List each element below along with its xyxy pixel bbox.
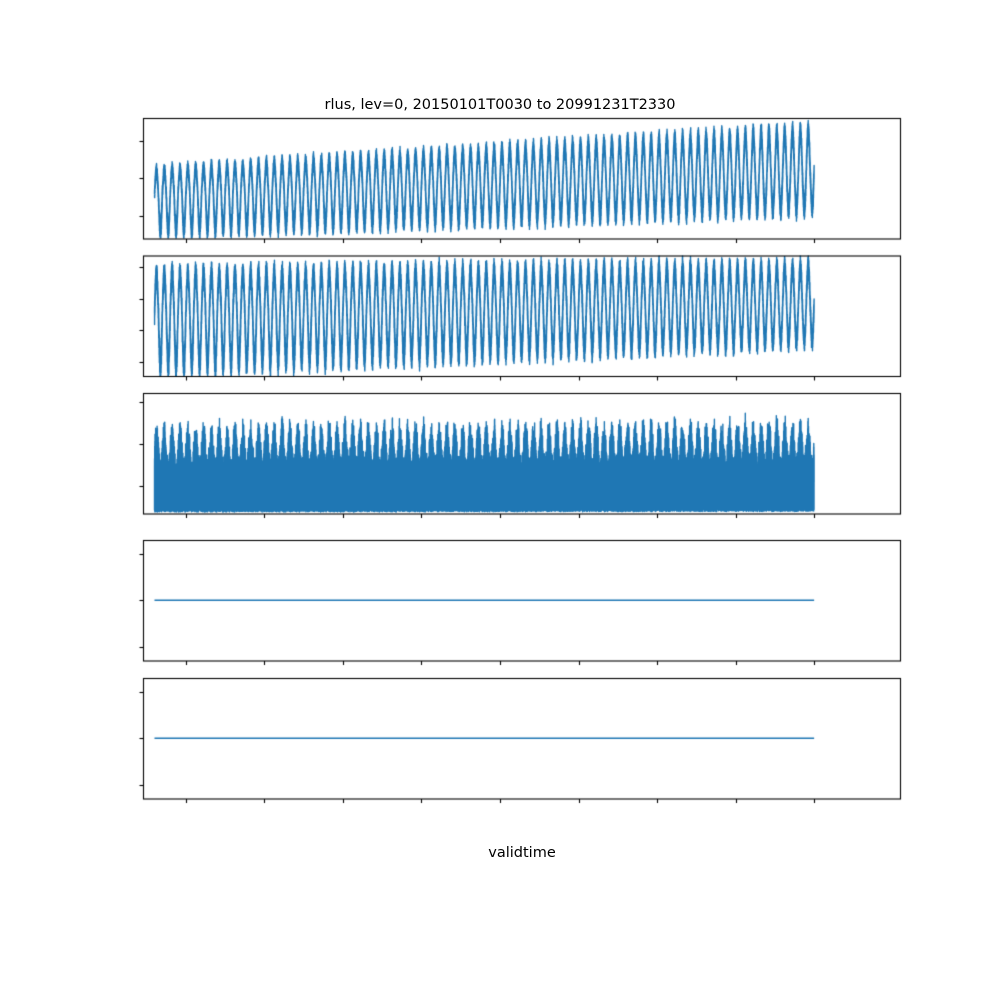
x-axis-label: validtime	[488, 845, 556, 861]
page-title: rlus, lev=0, 20150101T0030 to 20991231T2…	[324, 97, 676, 113]
